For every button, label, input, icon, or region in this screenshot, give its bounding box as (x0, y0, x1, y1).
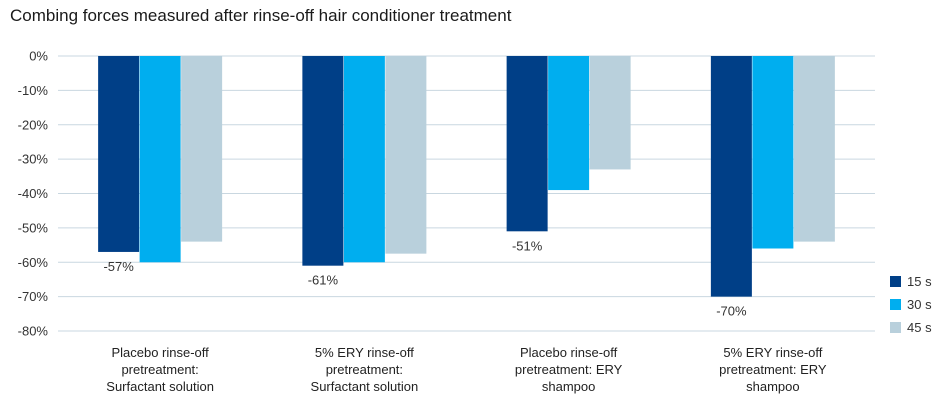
bar-30s-cat1 (139, 56, 181, 263)
category-label: pretreatment: (121, 362, 198, 377)
category-label: pretreatment: (326, 362, 403, 377)
bar-15s-cat3 (506, 56, 548, 232)
y-tick-label: 0% (29, 49, 48, 64)
bar-45s-cat3 (589, 56, 631, 170)
category-label: 5% ERY rinse-off (723, 345, 822, 360)
bar-45s-cat1 (181, 56, 223, 242)
bar-15s-cat2 (302, 56, 344, 266)
y-tick-label: -80% (18, 324, 49, 339)
chart-title: Combing forces measured after rinse-off … (10, 6, 512, 25)
bar-45s-cat2 (385, 56, 427, 254)
bar-15s-cat1 (98, 56, 140, 252)
category-label: 5% ERY rinse-off (315, 345, 414, 360)
category-label: Placebo rinse-off (520, 345, 618, 360)
y-tick-label: -60% (18, 255, 49, 270)
legend-swatch (890, 299, 901, 310)
category-label: Surfactant solution (311, 379, 419, 394)
category-label: pretreatment: ERY (515, 362, 623, 377)
y-tick-label: -50% (18, 220, 49, 235)
legend-label: 15 s (907, 274, 932, 289)
category-label: Placebo rinse-off (111, 345, 209, 360)
y-tick-label: -40% (18, 186, 49, 201)
bar-15s-cat4 (710, 56, 752, 297)
bar-30s-cat2 (343, 56, 385, 263)
category-label: shampoo (542, 379, 595, 394)
category-label: pretreatment: ERY (719, 362, 827, 377)
data-label: -57% (103, 259, 134, 274)
data-label: -70% (716, 304, 747, 319)
legend-swatch (890, 322, 901, 333)
y-tick-label: -10% (18, 83, 49, 98)
data-label: -61% (308, 273, 339, 288)
y-tick-label: -20% (18, 117, 49, 132)
data-label: -51% (512, 238, 543, 253)
bar-30s-cat3 (548, 56, 590, 191)
y-tick-label: -70% (18, 289, 49, 304)
legend-label: 30 s (907, 297, 932, 312)
legend-swatch (890, 276, 901, 287)
y-tick-label: -30% (18, 152, 49, 167)
category-label: shampoo (746, 379, 799, 394)
legend-label: 45 s (907, 320, 932, 335)
category-label: Surfactant solution (106, 379, 214, 394)
bar-45s-cat4 (793, 56, 835, 242)
bar-30s-cat4 (752, 56, 794, 249)
